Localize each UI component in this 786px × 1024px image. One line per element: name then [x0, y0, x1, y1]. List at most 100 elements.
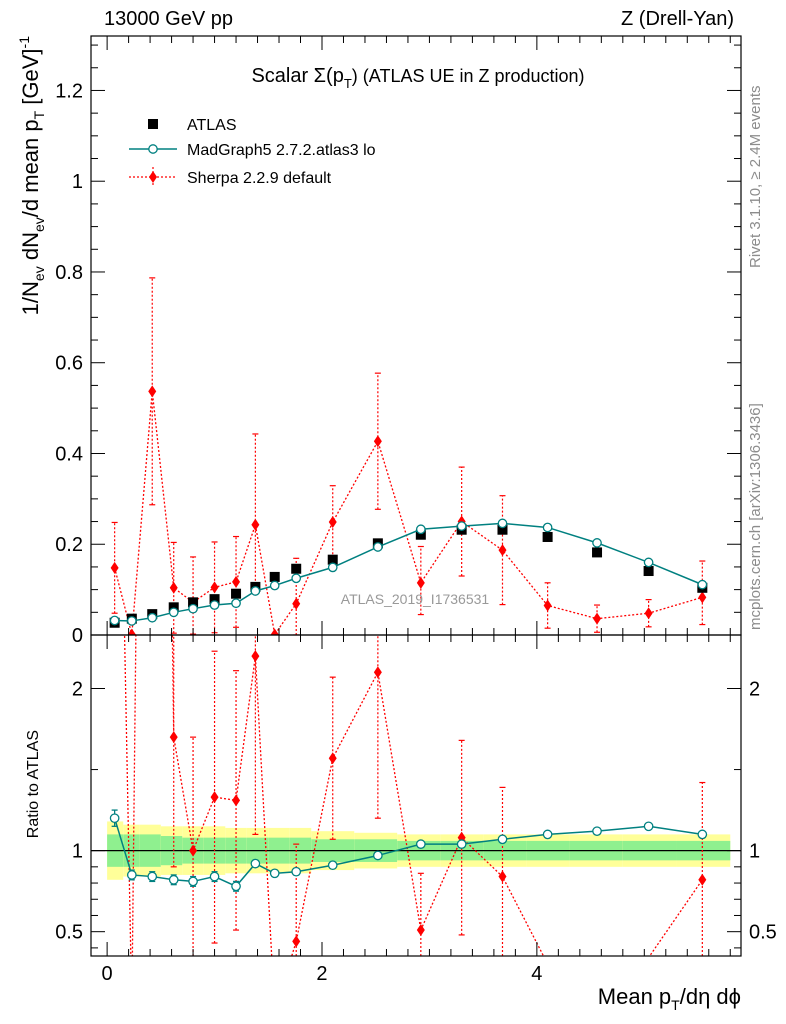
madgraph-ratio-point: [250, 858, 261, 869]
madgraph-ratio-point: [269, 868, 280, 879]
madgraph-ratio-point: [147, 871, 158, 882]
x-tick-label: 2: [316, 963, 327, 985]
madgraph-point: [327, 562, 338, 573]
sherpa-point: [416, 576, 425, 589]
ratio-tick-label-left: 2: [72, 679, 83, 701]
madgraph-ratio-point: [327, 860, 338, 871]
x-axis-label: Mean pT/dη dϕ: [598, 984, 741, 1013]
main-plot-area: [109, 277, 708, 635]
atlas-point: [168, 602, 179, 613]
ratio-tick-label-left: 1: [72, 841, 83, 863]
chart-title: Scalar Σ(pT) (ATLAS UE in Z production): [251, 65, 584, 91]
y-tick-label: 1.2: [55, 80, 83, 102]
header-left: 13000 GeV pp: [104, 8, 233, 30]
y-tick-label: 0.6: [55, 353, 83, 375]
madgraph-point: [373, 542, 383, 552]
madgraph-point: [126, 616, 137, 626]
legend-atlas-marker: [148, 119, 158, 129]
madgraph-ratio-point: [456, 839, 467, 849]
sherpa-point: [110, 561, 119, 574]
legend-entry-label: ATLAS: [187, 117, 237, 134]
atlas-point: [269, 571, 280, 582]
legend-sherpa-marker: [149, 171, 157, 183]
atlas-point: [231, 588, 242, 599]
madgraph-ratio-point: [542, 829, 553, 840]
madgraph-point: [269, 580, 280, 591]
madgraph-ratio-point: [643, 821, 654, 832]
sherpa-point: [292, 597, 301, 610]
sherpa-ratio-point: [210, 791, 219, 804]
madgraph-point: [643, 557, 654, 568]
sherpa-point: [498, 544, 507, 557]
sherpa-ratio-point: [292, 935, 301, 948]
sherpa-point: [270, 628, 279, 635]
legend-entry-label: Sherpa 2.2.9 default: [187, 170, 332, 187]
madgraph-ratio-point: [415, 839, 426, 849]
sherpa-point: [593, 612, 602, 625]
ratio-tick-label-left: 0.5: [55, 922, 83, 944]
legend-madgraph-marker: [148, 144, 158, 154]
atlas-point: [592, 547, 603, 558]
atlas-point: [415, 529, 426, 540]
madgraph-ratio-point: [231, 881, 241, 892]
sherpa-ratio-point: [169, 731, 178, 744]
sherpa-ratio-point: [416, 924, 425, 937]
madgraph-ratio-point: [168, 874, 179, 885]
header-right: Z (Drell-Yan): [621, 8, 734, 30]
madgraph-point: [592, 538, 602, 548]
sherpa-point: [543, 599, 552, 612]
sherpa-point: [373, 435, 382, 448]
madgraph-ratio-point: [592, 826, 602, 837]
legend-entry-label: MadGraph5 2.7.2.atlas3 lo: [187, 142, 376, 159]
madgraph-point: [542, 522, 553, 533]
madgraph-ratio-point: [188, 876, 198, 887]
madgraph-point: [209, 600, 220, 610]
ratio-tick-label-right: 2: [749, 679, 760, 701]
sherpa-ratio-point: [232, 794, 241, 807]
ratio-plot-area: [91, 635, 741, 956]
sherpa-ratio-point: [698, 873, 707, 886]
madgraph-ratio-point: [291, 866, 302, 877]
sherpa-point: [328, 516, 337, 529]
y-tick-label: 1: [72, 171, 83, 193]
atlas-point: [497, 524, 508, 535]
ratio-frame: [90, 634, 742, 957]
sherpa-point: [127, 628, 136, 635]
madgraph-point: [147, 612, 158, 623]
sherpa-ratio-point: [373, 666, 382, 679]
x-tick-label: 4: [531, 963, 542, 985]
y-tick-label: 0: [72, 625, 83, 647]
sherpa-ratio-point: [251, 650, 260, 663]
atlas-point: [542, 531, 553, 542]
sherpa-point: [251, 518, 260, 531]
sherpa-point: [698, 591, 707, 604]
y-tick-label: 0.8: [55, 262, 83, 284]
madgraph-point: [188, 603, 198, 614]
ratio-y-axis-label: Ratio to ATLAS: [25, 730, 42, 838]
madgraph-point: [456, 521, 467, 531]
sherpa-point: [148, 385, 157, 398]
atlas-point: [643, 566, 654, 577]
madgraph-ratio-point: [497, 834, 508, 845]
madgraph-point: [231, 598, 241, 609]
y-axis-label: 1/Nev dNev/d mean pT [GeV]-1: [16, 36, 47, 316]
sherpa-ratio-point: [498, 870, 507, 883]
madgraph-point: [497, 518, 508, 529]
madgraph-ratio-point: [373, 850, 383, 861]
madgraph-point: [109, 615, 120, 626]
madgraph-ratio-point: [209, 871, 220, 882]
sherpa-ratio-point: [189, 844, 198, 857]
atlas-point: [327, 554, 338, 565]
sherpa-point: [232, 575, 241, 588]
ratio-tick-label-right: 1: [749, 841, 760, 863]
atlas-point: [188, 597, 199, 608]
madgraph-point: [415, 524, 426, 535]
sherpa-point: [169, 581, 178, 594]
y-tick-label: 0.2: [55, 534, 83, 556]
y-tick-label: 0.4: [55, 443, 83, 465]
madgraph-point: [168, 607, 179, 618]
sherpa-ratio-point: [328, 752, 337, 765]
madgraph-point: [250, 586, 261, 596]
madgraph-point: [697, 579, 708, 590]
atlas-point: [291, 563, 302, 574]
